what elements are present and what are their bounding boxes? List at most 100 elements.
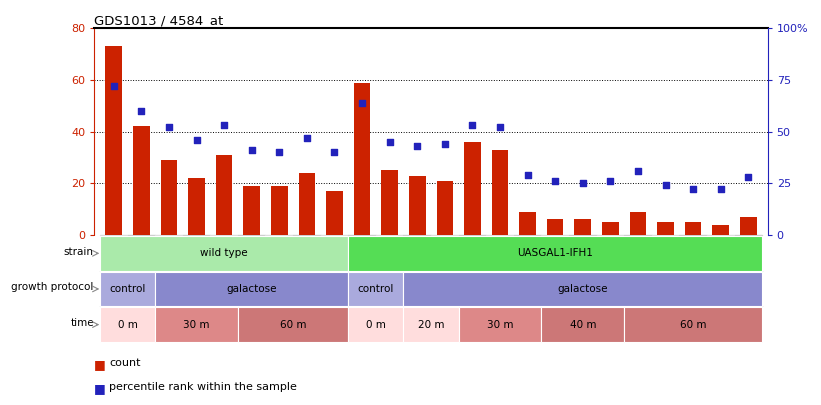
Bar <box>348 307 403 342</box>
Point <box>245 147 259 153</box>
Text: 40 m: 40 m <box>570 320 596 330</box>
Bar <box>630 212 646 235</box>
Point <box>273 149 286 156</box>
Point <box>714 186 727 193</box>
Point <box>383 139 397 145</box>
Bar <box>713 224 729 235</box>
Text: percentile rank within the sample: percentile rank within the sample <box>109 382 297 392</box>
Point <box>355 100 369 106</box>
Bar <box>161 160 177 235</box>
Text: time: time <box>71 318 94 328</box>
Bar <box>133 126 149 235</box>
Bar <box>459 235 486 328</box>
Text: galactose: galactose <box>557 284 608 294</box>
Bar <box>100 272 155 306</box>
Bar <box>210 235 238 328</box>
Bar <box>514 235 541 328</box>
Point <box>521 172 534 178</box>
Bar <box>459 307 541 342</box>
Text: ■: ■ <box>94 382 110 395</box>
Point <box>218 122 231 129</box>
Point <box>686 186 699 193</box>
Bar <box>348 236 762 271</box>
Text: 20 m: 20 m <box>418 320 444 330</box>
Bar <box>403 272 762 306</box>
Bar <box>624 235 652 328</box>
Bar <box>740 217 757 235</box>
Bar <box>624 307 762 342</box>
Text: UASGAL1-IFH1: UASGAL1-IFH1 <box>517 248 593 258</box>
Bar <box>575 220 591 235</box>
Bar <box>127 235 155 328</box>
Bar <box>326 191 342 235</box>
Bar <box>652 235 679 328</box>
Point <box>410 143 424 149</box>
Bar <box>348 235 376 328</box>
Bar <box>105 47 122 235</box>
Bar <box>382 171 398 235</box>
Bar <box>188 178 204 235</box>
Point <box>659 182 672 189</box>
Bar <box>569 235 597 328</box>
Bar <box>602 222 619 235</box>
Bar <box>100 235 127 328</box>
Text: GDS1013 / 4584_at: GDS1013 / 4584_at <box>94 14 223 27</box>
Text: 60 m: 60 m <box>680 320 706 330</box>
Text: wild type: wild type <box>200 248 248 258</box>
Bar <box>464 142 480 235</box>
Text: galactose: galactose <box>227 284 277 294</box>
Bar <box>155 235 183 328</box>
Point <box>576 180 589 186</box>
Bar <box>431 235 459 328</box>
Bar <box>547 220 563 235</box>
Bar <box>299 173 315 235</box>
Bar <box>541 307 624 342</box>
Bar <box>243 186 260 235</box>
Bar <box>354 83 370 235</box>
Point <box>493 124 507 131</box>
Point <box>163 124 176 131</box>
Point <box>190 136 203 143</box>
Bar <box>155 272 348 306</box>
Point <box>603 178 617 184</box>
Bar <box>541 235 569 328</box>
Point <box>438 141 452 147</box>
Bar <box>707 235 735 328</box>
Bar <box>348 272 403 306</box>
Bar <box>100 307 155 342</box>
Text: 0 m: 0 m <box>117 320 137 330</box>
Bar <box>321 235 348 328</box>
Bar <box>679 235 707 328</box>
Point <box>328 149 341 156</box>
Bar <box>238 235 265 328</box>
Text: 30 m: 30 m <box>183 320 209 330</box>
Point <box>300 134 314 141</box>
Bar <box>403 307 459 342</box>
Bar <box>238 307 348 342</box>
Bar <box>658 222 674 235</box>
Point <box>631 168 644 174</box>
Text: 0 m: 0 m <box>366 320 386 330</box>
Bar <box>265 235 293 328</box>
Text: 60 m: 60 m <box>280 320 306 330</box>
Text: 30 m: 30 m <box>487 320 513 330</box>
Bar <box>520 212 536 235</box>
Text: growth protocol: growth protocol <box>11 282 94 292</box>
Bar <box>100 236 348 271</box>
Text: count: count <box>109 358 140 368</box>
Text: ■: ■ <box>94 358 110 371</box>
Point <box>548 178 562 184</box>
Bar <box>735 235 762 328</box>
Point <box>135 108 148 114</box>
Bar <box>409 175 425 235</box>
Bar <box>293 235 321 328</box>
Point <box>108 83 121 90</box>
Bar <box>155 307 238 342</box>
Bar <box>216 155 232 235</box>
Bar <box>486 235 514 328</box>
Bar <box>685 222 701 235</box>
Point <box>741 174 754 180</box>
Bar <box>597 235 624 328</box>
Point <box>466 122 479 129</box>
Bar <box>183 235 210 328</box>
